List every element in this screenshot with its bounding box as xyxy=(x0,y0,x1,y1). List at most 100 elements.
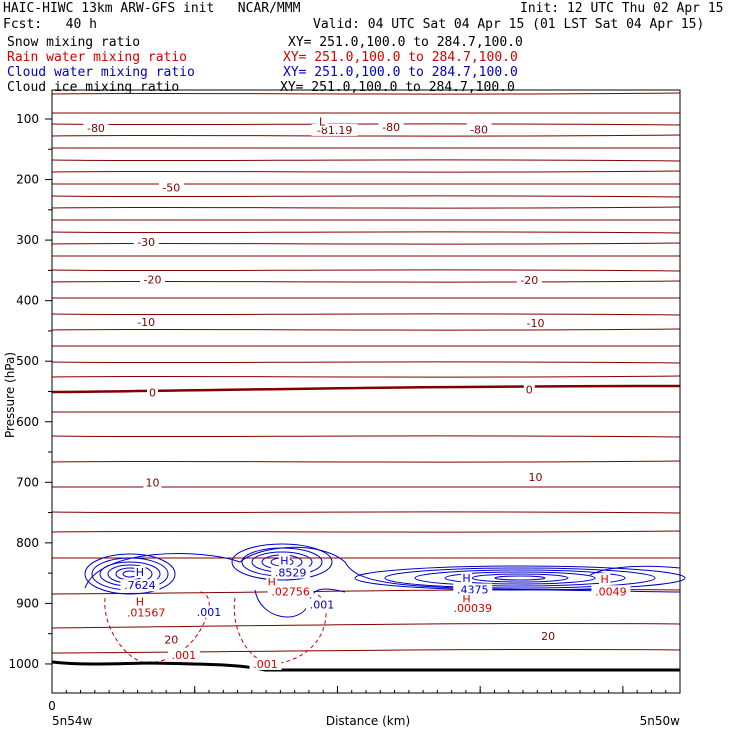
field-label-cloud-ice: Cloud ice mixing ratio xyxy=(7,80,180,95)
temperature-isotherm xyxy=(51,530,681,533)
rain-label-bg xyxy=(266,576,278,589)
temperature-isotherm xyxy=(51,92,681,95)
x-endpoint-right: 5n50w xyxy=(640,714,681,728)
temperature-label: 0 xyxy=(526,384,533,397)
x-endpoint-left: 5n54w xyxy=(52,714,93,728)
temperature-isotherm xyxy=(51,375,681,378)
rain-label-bg xyxy=(449,602,496,615)
temperature-label-bg xyxy=(162,633,181,646)
y-axis-title: Pressure (hPa) xyxy=(3,352,17,438)
chart-title: HAIC-HIWC 13km ARW-GFS init NCAR/MMM xyxy=(3,1,301,16)
rain-label-bg xyxy=(134,595,146,608)
y-tick-label: 900 xyxy=(16,596,39,610)
rain-label: H xyxy=(136,596,144,609)
temperature-label-bg xyxy=(146,386,158,399)
temperature-isotherm xyxy=(51,460,681,463)
temperature-label: L xyxy=(319,115,326,128)
rain-label-bg xyxy=(591,585,631,598)
temperature-label-bg xyxy=(133,315,159,328)
temperature-label-bg xyxy=(466,123,492,136)
field-label-snow: Snow mixing ratio xyxy=(7,35,141,50)
temperature-label: -80 xyxy=(382,121,400,134)
temperature-label: 0 xyxy=(149,387,156,400)
temperature-label-bg xyxy=(539,630,558,643)
temperature-isotherm xyxy=(51,328,681,331)
cloud-water-label: .8529 xyxy=(275,567,307,580)
cloud-water-label: .7624 xyxy=(124,579,156,592)
temperature-label: -10 xyxy=(137,316,155,329)
temperature-label-bg xyxy=(133,235,159,248)
temperature-isotherm xyxy=(51,123,681,126)
forecast-hour: Fcst: 40 h xyxy=(3,17,97,32)
field-xy-snow: XY= 251.0,100.0 to 284.7,100.0 xyxy=(288,35,523,50)
cloud-water-contour xyxy=(414,569,626,587)
cloud-water-contour xyxy=(589,565,681,576)
temperature-isotherm xyxy=(51,231,681,234)
temperature-isotherm xyxy=(51,648,681,654)
init-time: Init: 12 UTC Thu 02 Apr 15 xyxy=(520,1,724,16)
cloud-water-label: H xyxy=(280,554,288,567)
x-tick-label: 0 xyxy=(48,699,56,713)
temperature-contours xyxy=(51,92,681,654)
temperature-label-bg xyxy=(316,115,328,128)
rain-label: H xyxy=(268,576,276,589)
cloud-water-contour xyxy=(471,573,569,583)
cloud-water-label: H xyxy=(136,566,144,579)
temperature-label: 10 xyxy=(529,471,543,484)
cloud-water-label-bg xyxy=(278,554,290,567)
cloud-water-contour xyxy=(231,543,333,581)
temperature-label-bg xyxy=(523,383,535,396)
temperature-label: -80 xyxy=(87,122,105,135)
temperature-label-bg xyxy=(526,470,545,483)
temperature-label-bg xyxy=(158,181,184,194)
field-label-cloud-water: Cloud water mixing ratio xyxy=(7,65,195,80)
cloud-water-label-bg xyxy=(271,566,311,579)
rain-label-bg xyxy=(123,606,170,619)
y-tick-label: 100 xyxy=(16,112,39,126)
y-tick-label: 800 xyxy=(16,536,39,550)
field-xy-cloud-ice: XY= 251.0,100.0 to 284.7,100.0 xyxy=(280,80,515,95)
cloud-water-contours xyxy=(84,543,686,618)
temperature-isotherm xyxy=(51,206,681,209)
y-tick-label: 1000 xyxy=(8,657,39,671)
temperature-isotherm xyxy=(51,159,681,162)
temperature-isotherm xyxy=(51,170,681,173)
cloud-water-label-bg xyxy=(453,583,493,596)
temperature-isotherm xyxy=(51,435,681,438)
terrain-surface xyxy=(51,660,680,672)
temperature-label-bg xyxy=(378,120,404,133)
cloud-water-label-bg xyxy=(193,605,225,618)
y-tick-label: 400 xyxy=(16,294,39,308)
temperature-label-bg xyxy=(83,122,109,135)
rain-label: H xyxy=(600,573,608,586)
rain-label: .0049 xyxy=(595,585,627,598)
temperature-label: -20 xyxy=(143,273,161,286)
temperature-isotherm xyxy=(51,313,681,316)
temperature-isotherm xyxy=(51,361,681,364)
cloud-water-label: H xyxy=(462,572,470,585)
temperature-isotherm xyxy=(51,242,681,245)
rain-label-bg xyxy=(167,648,200,661)
terrain-line xyxy=(51,660,680,672)
valid-time: Valid: 04 UTC Sat 04 Apr 15 (01 LST Sat … xyxy=(313,17,705,32)
y-tick-label: 300 xyxy=(16,233,39,247)
rain-label-bg xyxy=(599,573,611,586)
field-xy-rain: XY= 251.0,100.0 to 284.7,100.0 xyxy=(283,50,518,65)
temperature-label-bg xyxy=(143,476,162,489)
rain-label: .00039 xyxy=(454,602,493,615)
temperature-label: 20 xyxy=(164,634,178,647)
freezing-level-line xyxy=(51,384,681,394)
rain-label-bg xyxy=(267,585,314,598)
cloud-water-label: .001 xyxy=(197,606,222,619)
y-tick-label: 200 xyxy=(16,173,39,187)
cloud-water-contour xyxy=(84,553,176,595)
temperature-isotherm xyxy=(51,622,681,629)
field-xy-cloud-water: XY= 251.0,100.0 to 284.7,100.0 xyxy=(283,65,518,80)
cloud-water-label-bg xyxy=(120,579,160,592)
y-tick-label: 600 xyxy=(16,415,39,429)
temperature-label: 20 xyxy=(541,630,555,643)
rain-label: H xyxy=(462,593,470,606)
rain-label-bg xyxy=(249,657,282,670)
